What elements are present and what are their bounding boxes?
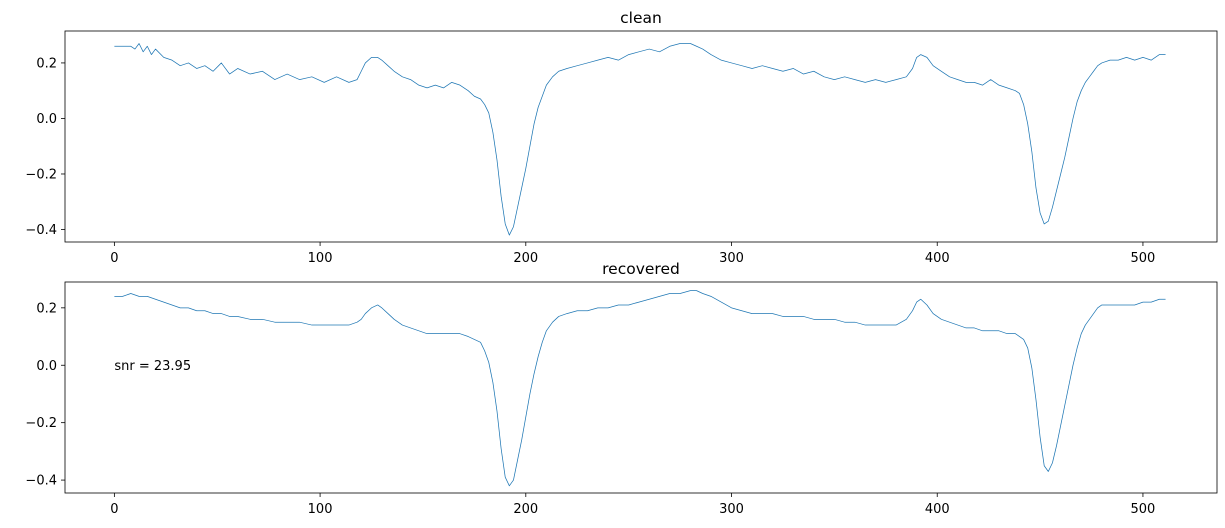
clean-panel: clean 0 100 200 300 400 500 −0.4 −0.2 0.0 0.2	[25, 9, 1218, 266]
x-tick: 100	[308, 493, 333, 517]
y-tick: 0.2	[36, 301, 65, 316]
x-tick: 300	[719, 242, 744, 266]
x-tick: 0	[110, 493, 119, 517]
recovered-panel: recovered 0 100 200 300 400 500 −0.4 −0.2 0.0 0.2 s…	[25, 260, 1218, 517]
axes-frame	[64, 30, 1218, 243]
x-tick-label: 0	[110, 502, 118, 517]
y-tick: 0.0	[36, 359, 65, 374]
y-tick-label: 0.2	[36, 301, 57, 316]
y-tick: 0.0	[36, 112, 65, 127]
x-tick-label: 200	[513, 502, 538, 517]
snr-annotation: snr = 23.95	[114, 359, 191, 374]
x-tick-label: 400	[925, 251, 950, 266]
y-tick-label: 0.2	[36, 56, 57, 71]
x-tick: 100	[308, 242, 333, 266]
x-tick-label: 0	[110, 251, 118, 266]
axes-frame	[64, 281, 1218, 494]
x-tick: 500	[1131, 493, 1156, 517]
y-tick-label: −0.4	[25, 223, 57, 238]
x-tick-label: 400	[925, 502, 950, 517]
y-tick: −0.2	[25, 416, 65, 431]
x-tick: 500	[1131, 242, 1156, 266]
x-tick-label: 300	[719, 502, 744, 517]
series-line	[114, 43, 1166, 236]
x-tick: 400	[925, 493, 950, 517]
x-tick: 200	[513, 493, 538, 517]
x-tick-label: 200	[513, 251, 538, 266]
y-tick-label: −0.2	[25, 167, 57, 182]
y-tick: −0.4	[25, 223, 65, 238]
x-tick-label: 500	[1131, 251, 1156, 266]
x-tick: 400	[925, 242, 950, 266]
y-tick-label: −0.2	[25, 416, 57, 431]
y-tick: 0.2	[36, 56, 65, 71]
y-tick-label: 0.0	[36, 359, 57, 374]
x-tick: 200	[513, 242, 538, 266]
y-tick-label: −0.4	[25, 474, 57, 489]
x-tick-label: 100	[308, 502, 333, 517]
x-tick-label: 500	[1131, 502, 1156, 517]
x-tick-label: 300	[719, 251, 744, 266]
x-tick: 0	[110, 242, 119, 266]
x-tick-label: 100	[308, 251, 333, 266]
chart-title: clean	[620, 9, 662, 27]
y-tick-label: 0.0	[36, 112, 57, 127]
y-tick: −0.2	[25, 167, 65, 182]
y-tick: −0.4	[25, 474, 65, 489]
series-line	[114, 290, 1166, 487]
chart-title: recovered	[602, 260, 680, 278]
x-tick: 300	[719, 493, 744, 517]
